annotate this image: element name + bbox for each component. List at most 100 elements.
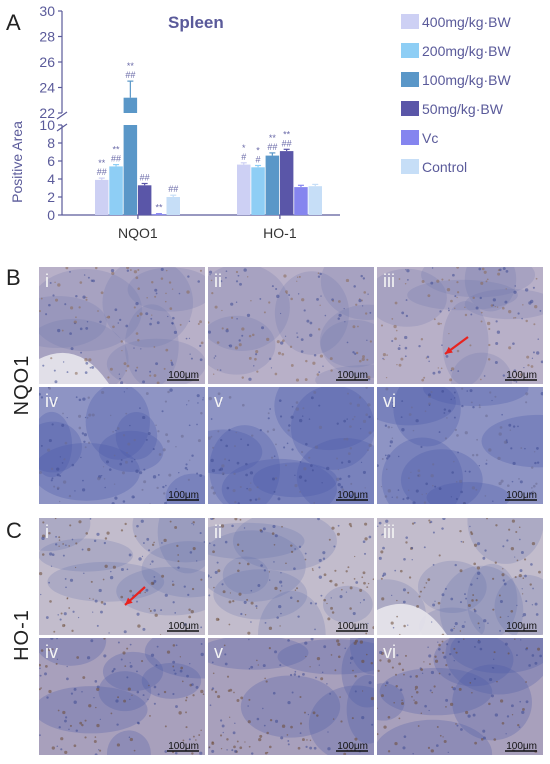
cell-speckle — [406, 496, 410, 500]
cell-speckle — [396, 363, 398, 366]
cell-speckle — [301, 738, 305, 742]
cell-speckle — [185, 696, 188, 699]
cell-speckle — [456, 267, 460, 269]
cell-speckle — [441, 389, 445, 393]
cell-speckle — [40, 649, 44, 652]
cell-speckle — [84, 446, 87, 449]
cell-speckle — [39, 310, 41, 313]
cell-speckle — [175, 705, 178, 708]
cell-speckle — [56, 658, 59, 660]
cell-speckle — [199, 532, 202, 535]
cell-speckle — [127, 687, 131, 691]
cell-speckle — [389, 445, 392, 447]
cell-speckle — [392, 404, 396, 408]
cell-speckle — [366, 339, 368, 341]
cell-speckle — [321, 482, 323, 484]
cell-speckle — [81, 723, 84, 727]
cell-speckle — [202, 693, 205, 695]
cell-speckle — [172, 665, 175, 668]
cell-speckle — [437, 322, 441, 326]
cell-speckle — [134, 535, 137, 538]
cell-speckle — [494, 306, 496, 308]
cell-speckle — [279, 312, 282, 315]
cell-speckle — [355, 581, 359, 584]
cell-speckle — [417, 469, 421, 473]
cell-speckle — [39, 663, 42, 667]
cell-speckle — [477, 622, 480, 625]
cell-speckle — [129, 662, 131, 664]
cell-speckle — [151, 543, 155, 547]
cell-speckle — [359, 428, 362, 430]
cell-speckle — [146, 297, 148, 299]
cell-speckle — [272, 428, 276, 432]
cell-speckle — [64, 719, 67, 723]
cell-speckle — [450, 496, 452, 498]
cell-speckle — [471, 692, 473, 694]
cell-speckle — [112, 565, 116, 569]
cell-speckle — [401, 428, 405, 432]
cell-speckle — [432, 563, 435, 566]
cell-speckle — [92, 279, 95, 283]
cell-speckle — [153, 702, 156, 705]
cell-speckle — [453, 647, 456, 650]
cell-speckle — [515, 531, 518, 534]
cell-speckle — [55, 298, 59, 302]
cell-speckle — [448, 673, 451, 676]
cell-speckle — [88, 704, 92, 708]
cell-speckle — [167, 315, 169, 318]
cell-speckle — [200, 643, 203, 645]
cell-speckle — [200, 689, 204, 694]
cell-speckle — [185, 463, 188, 466]
cell-speckle — [129, 698, 131, 701]
cell-speckle — [273, 561, 275, 563]
vessel-lumen — [39, 352, 109, 384]
cell-speckle — [520, 639, 522, 641]
cell-speckle — [532, 351, 535, 354]
y-tick-label: 2 — [47, 189, 55, 205]
cell-speckle — [149, 370, 152, 373]
cell-speckle — [196, 423, 198, 426]
cell-speckle — [87, 547, 91, 552]
cell-speckle — [276, 340, 280, 344]
annotation-arrowhead — [445, 346, 453, 354]
cell-speckle — [142, 542, 145, 545]
scale-bar-label: 100μm — [168, 370, 199, 381]
tissue-region — [208, 522, 305, 560]
bar — [308, 186, 322, 215]
cell-speckle — [176, 544, 179, 548]
cell-speckle — [183, 585, 186, 588]
cell-speckle — [305, 655, 307, 658]
cell-speckle — [475, 599, 478, 602]
cell-speckle — [322, 551, 326, 555]
cell-speckle — [153, 685, 157, 689]
cell-speckle — [446, 417, 448, 419]
cell-speckle — [279, 664, 282, 667]
cell-speckle — [296, 276, 299, 278]
cell-speckle — [136, 612, 140, 616]
cell-speckle — [54, 399, 58, 403]
cell-speckle — [413, 699, 415, 701]
cell-speckle — [84, 736, 87, 739]
cell-speckle — [60, 737, 64, 741]
cell-speckle — [99, 749, 102, 752]
cell-speckle — [534, 661, 538, 665]
cell-speckle — [121, 471, 125, 475]
cell-speckle — [172, 580, 174, 583]
cell-speckle — [39, 674, 42, 677]
cell-speckle — [353, 285, 356, 288]
cell-speckle — [276, 294, 280, 299]
cell-speckle — [126, 568, 129, 571]
cell-speckle — [405, 269, 407, 271]
cell-speckle — [502, 374, 506, 377]
cell-speckle — [427, 646, 429, 648]
cell-speckle — [305, 745, 308, 748]
cell-speckle — [492, 500, 494, 502]
cell-speckle — [345, 437, 349, 441]
cell-speckle — [185, 726, 188, 729]
cell-speckle — [234, 722, 236, 725]
cell-speckle — [382, 357, 384, 360]
cell-speckle — [528, 664, 531, 667]
cell-speckle — [337, 317, 341, 320]
cell-speckle — [188, 615, 192, 619]
cell-speckle — [425, 582, 428, 584]
